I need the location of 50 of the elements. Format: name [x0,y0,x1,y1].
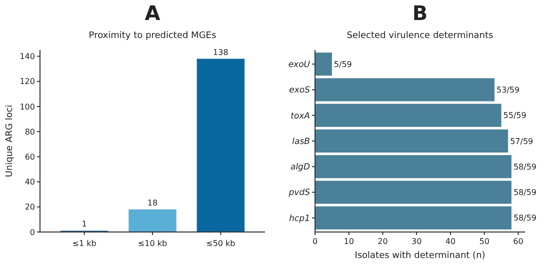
y-tick-label: 140 [20,52,35,62]
y-tick-label: 100 [20,102,35,112]
bar [315,155,512,178]
y-tick-label: lasB [292,136,310,147]
y-axis-title: Unique ARG loci [5,104,15,178]
y-tick-label: 40 [24,178,35,187]
y-tick-label: 80 [24,127,35,136]
bar [315,104,502,127]
y-tick-label: exoS [289,86,311,96]
y-tick-label: pvdS [288,188,311,198]
data-label: 57/59 [510,136,534,146]
y-tick-label: 60 [24,152,35,162]
x-tick-label: 10 [344,237,354,246]
data-label: 55/59 [503,111,526,120]
y-tick-label: algD [290,162,310,173]
x-tick-label: ≤50 kb [206,239,236,248]
data-label: 1 [82,220,87,229]
y-tick-label: 0 [30,228,35,237]
bar [196,58,245,232]
x-tick-label: 0 [312,237,318,246]
chart-subtitle: Selected virulence determinants [346,31,494,41]
x-tick-label: 50 [479,237,490,246]
bar [315,206,512,230]
data-label: 58/59 [513,188,537,198]
y-tick-label: hcp1 [289,214,310,224]
data-label: 53/59 [496,86,520,95]
data-label: 58/59 [513,214,537,223]
bar [315,78,495,102]
chart-title: A [144,1,161,25]
bar [128,209,176,232]
y-tick-label: exoU [288,60,311,70]
data-label: 5/59 [334,60,352,69]
bar [315,52,332,76]
chart-title: B [412,1,428,25]
y-tick-label: 20 [24,202,35,212]
x-tick-label: 30 [412,237,422,246]
x-tick-label: ≤10 kb [138,239,168,248]
x-tick-label: 20 [378,237,388,246]
x-tick-label: ≤1 kb [72,239,96,248]
y-tick-label: toxA [290,111,310,122]
data-label: 58/59 [513,162,537,172]
bar [315,180,512,204]
x-tick-label: 60 [513,237,524,246]
chart-subtitle: Proximity to predicted MGEs [88,31,216,41]
x-axis-title: Isolates with determinant (n) [354,251,486,261]
y-tick-label: 120 [20,77,35,86]
data-label: 18 [147,198,158,208]
bar [315,129,508,153]
data-label: 138 [213,48,228,57]
x-tick-label: 40 [445,237,456,246]
